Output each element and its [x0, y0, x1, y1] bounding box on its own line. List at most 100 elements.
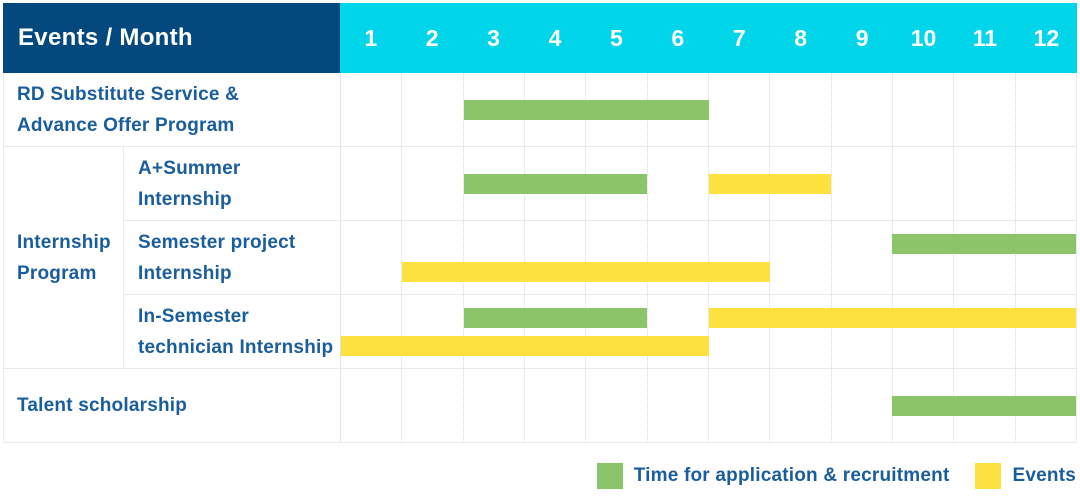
month-cell — [707, 221, 769, 294]
row-label-semester-project-internship: Semester project Internship — [138, 231, 296, 284]
legend-label: Events — [1012, 465, 1076, 486]
month-header-11: 11 — [972, 24, 998, 51]
month-cell — [830, 295, 892, 368]
gantt-bar-yellow — [708, 173, 831, 194]
internship-program-group: Internship Program A+Summer Internship S… — [4, 147, 1076, 369]
row-timeline-rd-substitute-service — [340, 73, 1076, 146]
month-cell — [646, 369, 708, 442]
month-cell — [341, 147, 401, 220]
month-cell — [646, 221, 708, 294]
table-row: Semester project Internship — [124, 221, 1076, 295]
gantt-bar-yellow — [708, 308, 1076, 328]
month-cell — [769, 295, 830, 368]
table-row: In-Semester technician Internship — [124, 295, 1076, 368]
month-cell — [646, 147, 708, 220]
month-cell — [585, 221, 646, 294]
legend-item-green: Time for application & recruitment — [596, 463, 950, 489]
month-cell — [646, 295, 708, 368]
group-label-internship-program: Internship Program — [4, 147, 124, 368]
table-row: Talent scholarship — [4, 369, 1076, 442]
month-cell — [523, 221, 585, 294]
month-header-9: 9 — [855, 24, 869, 51]
month-cell — [462, 147, 524, 220]
month-header-4: 4 — [548, 24, 562, 51]
gantt-chart: Events / Month 1 2 3 4 5 6 7 8 9 10 11 12 RD Substi… — [3, 3, 1077, 489]
month-cell — [585, 295, 646, 368]
month-cell — [523, 295, 585, 368]
month-cell — [462, 295, 524, 368]
month-header-3: 3 — [487, 24, 500, 51]
month-cell — [769, 369, 830, 442]
month-cell — [401, 73, 462, 146]
gantt-bar-yellow — [402, 262, 770, 282]
month-header-5: 5 — [610, 24, 623, 51]
month-cell — [401, 295, 462, 368]
gantt-bar-green — [463, 308, 648, 328]
month-header-1: 1 — [364, 24, 378, 51]
month-cell — [401, 147, 462, 220]
month-cell — [1014, 221, 1076, 294]
month-cell — [769, 221, 830, 294]
month-cell — [462, 221, 524, 294]
row-label-talent-scholarship: Talent scholarship — [17, 395, 188, 416]
month-cell — [830, 221, 892, 294]
month-cell — [341, 73, 401, 146]
gantt-bar-green — [463, 99, 709, 120]
month-cell — [1014, 295, 1076, 368]
row-label-rd-substitute-service: RD Substitute Service & Advance Offer Pr… — [17, 83, 240, 136]
row-timeline-in-semester-technician-internship — [340, 295, 1076, 368]
legend-swatch-green — [596, 463, 623, 489]
month-cell — [953, 73, 1014, 146]
table-row: A+Summer Internship — [124, 147, 1076, 221]
month-cell — [585, 369, 646, 442]
legend-item-yellow: Events — [975, 463, 1076, 489]
legend: Time for application & recruitment Events — [3, 463, 1077, 489]
month-cell — [891, 73, 953, 146]
month-cell — [707, 147, 769, 220]
month-cell — [462, 369, 524, 442]
month-cell — [401, 221, 462, 294]
month-header-12: 12 — [1033, 24, 1060, 51]
legend-label: Time for application & recruitment — [633, 465, 950, 486]
month-cell — [953, 295, 1014, 368]
month-cell — [891, 295, 953, 368]
month-cell — [891, 221, 953, 294]
month-cell — [891, 147, 953, 220]
month-cell — [1014, 147, 1076, 220]
month-cell — [830, 369, 892, 442]
row-timeline-a-plus-summer-internship — [340, 147, 1076, 220]
row-label-in-semester-technician-internship: In-Semester technician Internship — [138, 305, 334, 358]
gantt-bar-green — [463, 173, 648, 194]
events-month-header-cell: Events / Month — [3, 3, 340, 73]
month-cell — [707, 73, 769, 146]
table-row: RD Substitute Service & Advance Offer Pr… — [4, 73, 1076, 147]
month-cell — [830, 73, 892, 146]
month-cell — [401, 369, 462, 442]
month-cell — [769, 73, 830, 146]
header-title: Events / Month — [18, 24, 193, 51]
gantt-bar-yellow — [341, 336, 709, 356]
gantt-bar-green — [892, 395, 1076, 416]
month-cell — [341, 221, 401, 294]
month-cell — [953, 147, 1014, 220]
month-header-7: 7 — [732, 24, 746, 51]
month-cell — [707, 369, 769, 442]
month-cell — [462, 73, 524, 146]
month-header-row: 1 2 3 4 5 6 7 8 9 10 11 12 — [340, 3, 1077, 73]
month-cell — [523, 369, 585, 442]
month-cell — [830, 147, 892, 220]
table-header: Events / Month 1 2 3 4 5 6 7 8 9 10 11 12 — [3, 3, 1077, 73]
month-header-8: 8 — [794, 24, 808, 51]
table-body: RD Substitute Service & Advance Offer Pr… — [3, 73, 1077, 443]
month-cell — [341, 295, 401, 368]
row-timeline-talent-scholarship — [340, 369, 1076, 442]
row-timeline-semester-project-internship — [340, 221, 1076, 294]
month-header-6: 6 — [671, 24, 685, 51]
row-label-a-plus-summer-internship: A+Summer Internship — [138, 157, 241, 210]
month-header-10: 10 — [910, 24, 937, 51]
legend-swatch-yellow — [975, 463, 1002, 489]
month-cell — [1014, 73, 1076, 146]
internship-program-subrows: A+Summer Internship Semester project Int… — [124, 147, 1076, 368]
gantt-bar-green — [892, 234, 1076, 254]
month-header-2: 2 — [425, 24, 439, 51]
